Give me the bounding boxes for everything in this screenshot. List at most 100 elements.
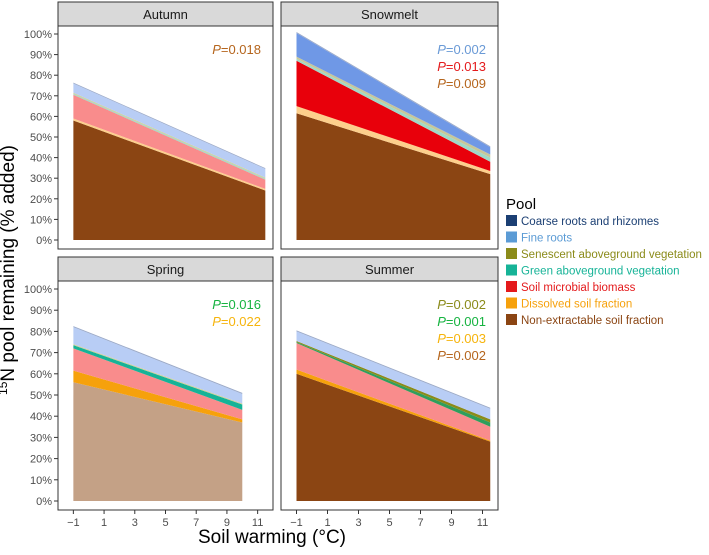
area-soil-microbial-biomass	[73, 348, 243, 420]
y-tick-label: 100%	[24, 29, 52, 41]
y-tick-label: 50%	[30, 132, 52, 144]
panels: Autumn0%10%20%30%40%50%60%70%80%90%100%P…	[24, 1, 499, 529]
x-tick-label: 1	[101, 517, 107, 529]
x-tick-label: 3	[132, 517, 138, 529]
y-axis-title-main: N pool remaining (% added)	[0, 145, 19, 382]
p-value-annotation: P=0.018	[212, 42, 261, 57]
y-tick-label: 80%	[30, 326, 52, 338]
x-tick-label: 9	[224, 517, 230, 529]
area-soil-microbial-biomass	[296, 60, 491, 171]
legend-swatch-soil-microbial-biomass	[506, 281, 517, 292]
y-tick-label: 30%	[30, 432, 52, 444]
y-tick-label: 90%	[30, 50, 52, 62]
panel-title: Autumn	[143, 7, 188, 22]
area-senescent-aboveground-vegetation	[73, 92, 266, 179]
legend-swatch-fine-roots	[506, 231, 517, 243]
y-tick-label: 70%	[30, 91, 52, 103]
p-value-annotation: P=0.003	[437, 331, 486, 346]
y-tick-label: 50%	[30, 390, 52, 402]
x-tick-label: −1	[290, 517, 303, 529]
panel-strip	[280, 256, 499, 282]
area-soil-microbial-biomass	[73, 94, 266, 189]
x-tick-label: 1	[324, 517, 330, 529]
p-value-annotation: P=0.002	[437, 42, 486, 57]
area-coarse-roots-and-rhizomes	[296, 31, 491, 148]
y-tick-label: 60%	[30, 369, 52, 381]
y-tick-label: 30%	[30, 173, 52, 185]
area-green-aboveground-vegetation	[296, 342, 491, 427]
area-coarse-roots-and-rhizomes	[73, 82, 266, 169]
area-dissolved-soil-fraction	[73, 370, 243, 423]
x-tick-label: 9	[448, 517, 454, 529]
y-axis-title-superscript: 15	[0, 381, 10, 395]
x-tick-label: 5	[386, 517, 392, 529]
area-fine-roots	[73, 327, 243, 404]
area-dissolved-soil-fraction	[296, 106, 491, 175]
legend-label-green-aboveground-vegetation: Green aboveground vegetation	[521, 266, 680, 278]
p-value-annotation: P=0.009	[437, 76, 486, 91]
legend: Pool Coarse roots and rhizomes Fine roots S…	[506, 196, 702, 327]
legend-label-soil-microbial-biomass: Soil microbial biomass	[521, 282, 636, 294]
area-green-aboveground-vegetation	[296, 58, 491, 162]
area-non-extractable-soil-fraction	[296, 113, 491, 240]
y-tick-label: 90%	[30, 305, 52, 317]
legend-swatch-green-aboveground-vegetation	[506, 264, 517, 276]
y-tick-label: 40%	[30, 411, 52, 423]
panel-title: Snowmelt	[361, 7, 418, 22]
legend-label-non-extractable-soil-fraction: Non-extractable soil fraction	[521, 315, 664, 327]
y-tick-label: 0%	[36, 496, 52, 508]
legend-swatch-senescent-aboveground-vegetation	[506, 248, 517, 259]
panel-strip	[280, 1, 499, 27]
x-tick-label: 7	[193, 517, 199, 529]
area-dissolved-soil-fraction	[73, 118, 266, 191]
area-senescent-aboveground-vegetation	[296, 56, 491, 158]
legend-swatch-coarse-roots-and-rhizomes	[506, 215, 517, 226]
panel-spring: Spring 0% 10% 20% 30% 40% 50% 60% 70% 80% 90% 100% −…	[24, 256, 274, 529]
p-value-annotation: P=0.002	[437, 297, 486, 312]
panel-summer: Summer −1 1 3 5 7 9 11 P=0.002 P=0.001 P=0.003 P=0.…	[280, 256, 499, 529]
panel-title: Summer	[365, 262, 415, 277]
x-axis-title: Soil warming (°C)	[198, 527, 346, 548]
y-tick-label: 40%	[30, 153, 52, 165]
x-tick-label: 11	[252, 517, 263, 529]
panel-title: Spring	[147, 262, 185, 277]
area-non-extractable-soil-fraction	[73, 382, 243, 501]
p-value-annotation: P=0.002	[437, 348, 486, 363]
legend-swatch-dissolved-soil-fraction	[506, 297, 517, 309]
y-tick-label: 60%	[30, 111, 52, 123]
area-coarse-roots-and-rhizomes	[73, 326, 243, 394]
panel-strip	[57, 256, 274, 282]
y-tick-label: 10%	[30, 475, 52, 487]
p-value-annotation: P=0.001	[437, 314, 486, 329]
panel-autumn: Autumn 0% 10% 20% 30% 40% 50% 60% 70% 80% 90% 100% P…	[24, 1, 274, 250]
x-tick-label: −1	[67, 517, 80, 529]
y-tick-label: 80%	[30, 70, 52, 82]
area-coarse-roots-and-rhizomes	[296, 330, 491, 409]
y-tick-label: 0%	[36, 235, 52, 247]
legend-label-coarse-roots-and-rhizomes: Coarse roots and rhizomes	[521, 216, 659, 228]
y-tick-label: 20%	[30, 194, 52, 206]
area-senescent-aboveground-vegetation	[73, 344, 243, 405]
y-tick-label: 20%	[30, 454, 52, 466]
area-non-extractable-soil-fraction	[296, 373, 491, 501]
x-tick-label: 11	[477, 517, 488, 529]
panel-snowmelt: Snowmelt P=0.002 P=0.013 P=0.009	[280, 1, 499, 250]
p-value-annotation: P=0.013	[437, 59, 486, 74]
legend-title: Pool	[506, 196, 536, 213]
area-fine-roots	[296, 32, 491, 155]
legend-label-senescent-aboveground-vegetation: Senescent aboveground vegetation	[521, 249, 702, 261]
legend-label-dissolved-soil-fraction: Dissolved soil fraction	[521, 299, 632, 311]
y-tick-label: 70%	[30, 348, 52, 360]
area-non-extractable-soil-fraction	[73, 120, 266, 240]
y-tick-label: 10%	[30, 214, 52, 226]
panel-strip	[57, 1, 274, 27]
area-fine-roots	[73, 83, 266, 178]
legend-swatch-non-extractable-soil-fraction	[506, 314, 517, 325]
y-axis-title: 15N pool remaining (% added)	[0, 145, 19, 395]
area-senescent-aboveground-vegetation	[296, 340, 491, 423]
area-green-aboveground-vegetation	[73, 93, 266, 180]
p-value-annotation: P=0.022	[212, 314, 261, 329]
area-fine-roots	[296, 331, 491, 420]
